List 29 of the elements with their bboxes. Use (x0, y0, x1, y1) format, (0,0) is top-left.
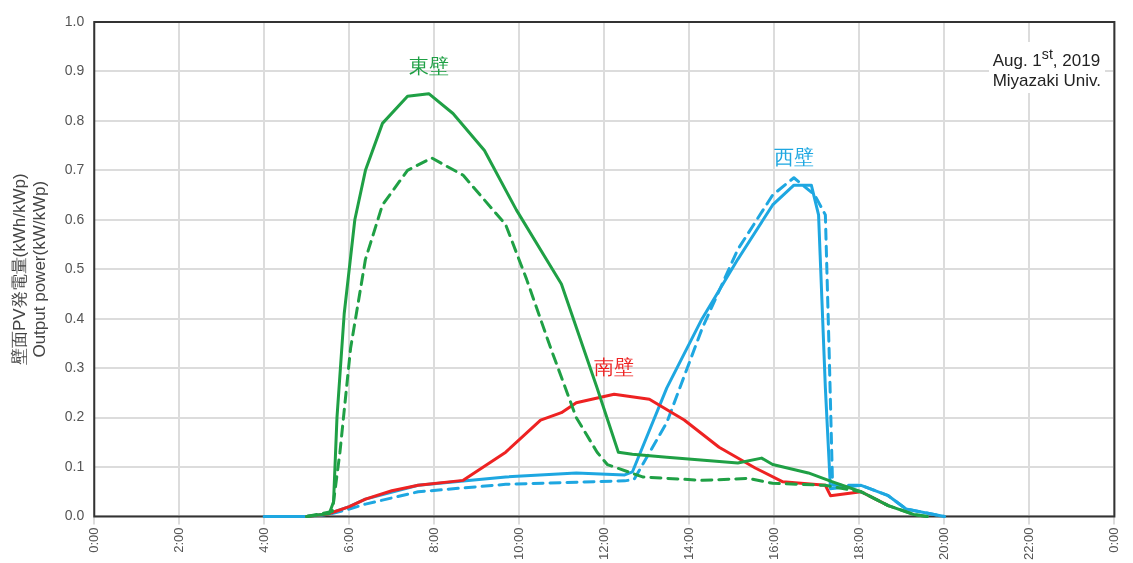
y-axis-title: 壁面PV発電量(kWh/kWp) Output power(kW/kWp) (9, 173, 50, 366)
x-tick-label: 22:00 (1020, 527, 1036, 561)
series-label: 東壁 (408, 53, 449, 78)
x-tick-label: 14:00 (680, 527, 696, 561)
x-tick-label: 0:00 (1105, 527, 1121, 553)
y-tick-label: 0.4 (64, 309, 85, 326)
y-tick-label: 0.2 (64, 408, 85, 425)
x-tick-label: 18:00 (850, 527, 866, 561)
x-tick-label: 20:00 (935, 527, 951, 561)
y-tick-label: 0.1 (64, 457, 85, 474)
x-tick-label: 12:00 (595, 527, 611, 561)
x-tick-label: 8:00 (425, 527, 441, 553)
x-tick-label: 6:00 (340, 527, 356, 553)
y-tick-label: 0.6 (64, 210, 85, 227)
y-tick-label: 0.3 (64, 358, 85, 375)
annotation: Aug. 1$^{st}$, 2019 Miyazaki Univ. (988, 42, 1105, 93)
series-label: 南壁 (594, 354, 635, 379)
y-tick-label: 0.8 (64, 111, 85, 128)
x-tick-label: 4:00 (255, 527, 271, 553)
x-tick-label: 16:00 (765, 527, 781, 561)
y-tick-label: 0.5 (64, 260, 85, 277)
series-label: 西壁 (773, 145, 814, 170)
x-tick-label: 10:00 (510, 527, 526, 561)
x-tick-label: 2:00 (170, 527, 186, 553)
y-tick-label: 1.0 (64, 12, 85, 29)
y-tick-label: 0.7 (64, 161, 85, 178)
y-tick-label: 0.0 (64, 507, 85, 524)
y-tick-label: 0.9 (64, 62, 85, 79)
x-tick-label: 0:00 (85, 527, 101, 553)
